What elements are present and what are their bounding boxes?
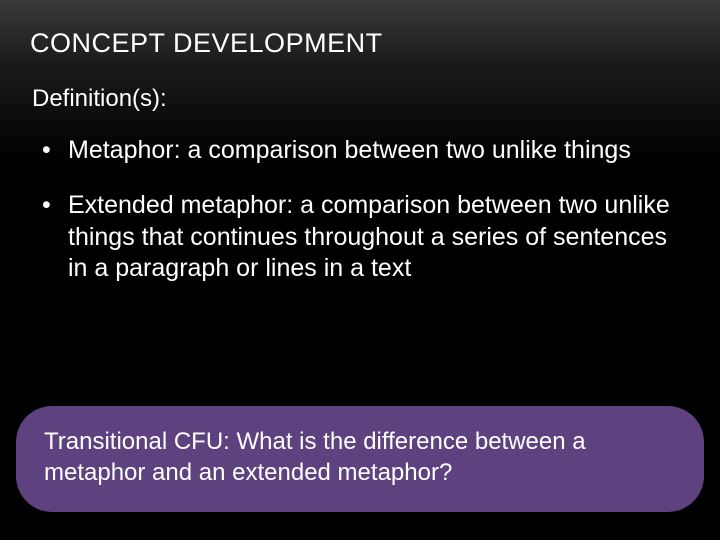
callout-box: Transitional CFU: What is the difference… xyxy=(16,406,704,512)
list-item: Metaphor: a comparison between two unlik… xyxy=(38,135,690,166)
bullet-list: Metaphor: a comparison between two unlik… xyxy=(30,135,690,284)
slide-title: CONCEPT DEVELOPMENT xyxy=(30,28,690,59)
list-item: Extended metaphor: a comparison between … xyxy=(38,190,690,284)
slide-container: CONCEPT DEVELOPMENT Definition(s): Metap… xyxy=(0,0,720,540)
slide-subtitle: Definition(s): xyxy=(32,85,690,113)
callout-text: Transitional CFU: What is the difference… xyxy=(44,426,676,488)
